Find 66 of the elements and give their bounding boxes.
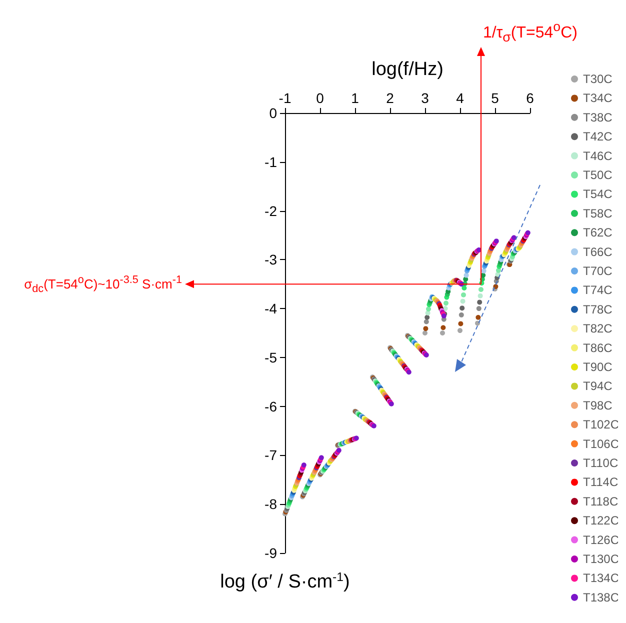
point xyxy=(458,328,462,334)
point xyxy=(475,320,480,326)
point xyxy=(476,314,481,320)
legend-label: T82C xyxy=(583,322,613,336)
legend-label: T70C xyxy=(583,264,613,278)
x-tick-label: 0 xyxy=(316,90,324,106)
point xyxy=(444,300,448,306)
x-tick-label: -1 xyxy=(278,90,292,106)
legend-label: T114C xyxy=(583,475,618,490)
point xyxy=(426,306,431,312)
y-tick-label: -1 xyxy=(264,154,278,170)
y-tick-label: -8 xyxy=(264,496,278,512)
x-tick-label: 3 xyxy=(421,90,430,106)
y-tick-label: -5 xyxy=(264,349,278,366)
legend-label: T78C xyxy=(583,302,613,316)
point xyxy=(477,300,482,305)
point xyxy=(462,286,467,291)
legend-label: T110C xyxy=(583,456,618,470)
point xyxy=(423,326,428,332)
legend-label: T90C xyxy=(583,360,613,374)
legend-label: T74C xyxy=(583,283,613,298)
point xyxy=(481,268,486,274)
point xyxy=(493,284,498,290)
y-tick-label: -2 xyxy=(264,202,278,219)
point xyxy=(461,292,466,298)
point xyxy=(460,298,466,304)
x-tick-label: 6 xyxy=(526,90,534,106)
legend-label: T42C xyxy=(583,130,613,144)
y-tick-label: -7 xyxy=(264,447,278,464)
point xyxy=(458,321,464,326)
point xyxy=(440,325,446,330)
legend-label: T46C xyxy=(583,148,613,163)
point xyxy=(464,272,469,278)
y-tick-label: -3 xyxy=(264,252,278,268)
legend-label: T34C xyxy=(583,91,613,106)
point xyxy=(424,314,430,320)
legend-label: T66C xyxy=(583,244,613,259)
legend-label: T62C xyxy=(583,226,613,240)
x-tick-label: 5 xyxy=(491,90,500,106)
legend-label: T98C xyxy=(583,398,613,412)
legend-label: T94C xyxy=(583,379,613,394)
point xyxy=(422,330,428,336)
point xyxy=(478,286,484,292)
x-tick-label: 1 xyxy=(351,90,360,106)
point xyxy=(424,319,429,324)
legend-label: T30C xyxy=(583,72,613,86)
point xyxy=(440,330,445,336)
point xyxy=(476,306,482,312)
x-tick-label: 2 xyxy=(386,90,394,106)
legend-label: T58C xyxy=(583,206,613,220)
y-tick-label: -9 xyxy=(264,545,278,561)
y-tick-label: 0 xyxy=(269,105,278,121)
point xyxy=(478,293,483,298)
y-tick-label: -4 xyxy=(264,300,278,317)
legend-label: T86C xyxy=(583,340,613,355)
legend-label: T38C xyxy=(583,110,613,124)
legend-label: T54C xyxy=(583,187,613,202)
x-axis-title: log(f/Hz) xyxy=(372,59,444,80)
annotation: 1/τ$_{σ}$(T=54$^{o}$C) xyxy=(483,19,578,45)
legend-label: T118C xyxy=(583,494,618,508)
x-tick-label: 4 xyxy=(456,90,464,106)
legend-label: T50C xyxy=(583,168,613,182)
point xyxy=(458,312,464,318)
point xyxy=(460,306,465,311)
ref-line-label: σ$_{dc}$(T=54$^{o}$C)~10$^{-3.5}$ S·cm$^{-1}$ xyxy=(24,274,182,296)
y-tick-label: -6 xyxy=(264,398,278,414)
